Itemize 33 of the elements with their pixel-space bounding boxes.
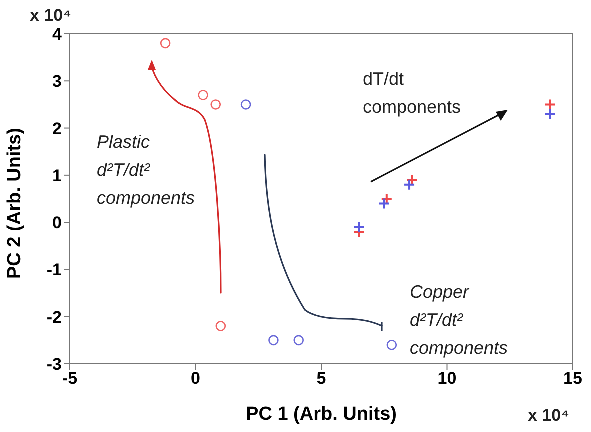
- y-tick-label: 1: [52, 166, 62, 186]
- y-tick-label: 3: [52, 72, 62, 92]
- point: [378, 198, 390, 210]
- point: [294, 335, 304, 346]
- y-tick-label: -2: [46, 308, 62, 327]
- text: x 10⁴: [30, 6, 72, 25]
- x-tick-label: 5: [316, 369, 326, 388]
- annotation: dT/dt components: [363, 68, 462, 119]
- point: [198, 90, 208, 100]
- y-tick-label: 2: [52, 119, 62, 138]
- x-tick-label: 0: [191, 369, 200, 388]
- point: [210, 100, 222, 110]
- x-tick-label: -5: [62, 369, 78, 388]
- point: [268, 335, 279, 346]
- annotation: Plastic d²T/dt² components: [97, 131, 196, 210]
- point: [240, 100, 252, 110]
- point: [216, 321, 226, 332]
- y-tick-label: -3: [46, 355, 62, 374]
- point: [544, 108, 556, 120]
- point: [386, 340, 398, 350]
- point: [160, 38, 171, 49]
- y-tick-label: -1: [46, 260, 62, 280]
- x-tick-label: 15: [564, 369, 582, 388]
- point: [404, 178, 416, 191]
- x-axis-title: PC 1 (Arb. Units): [246, 404, 397, 425]
- point: [353, 221, 366, 234]
- y-tick-label: 4: [52, 25, 63, 44]
- x-tick-label: 10: [438, 369, 457, 388]
- text: x 10⁴: [528, 405, 570, 427]
- y-axis-title: PC 2 (Arb. Units): [4, 128, 26, 279]
- point: [544, 98, 556, 111]
- y-tick-label: 0: [52, 214, 62, 233]
- annotation: Copper d²T/dt² components: [410, 281, 508, 360]
